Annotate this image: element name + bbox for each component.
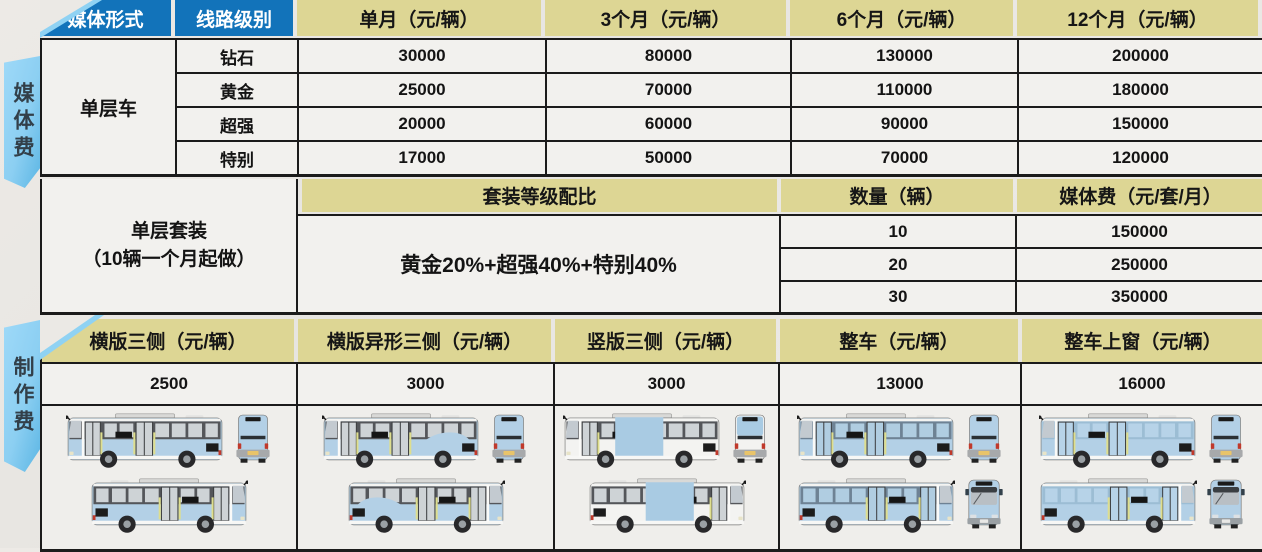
package-fee-cell: 350000 (1017, 280, 1262, 312)
header-1-month: 单月（元/辆） (297, 0, 545, 36)
header-package-fee: 媒体费（元/套/月） (1017, 179, 1262, 212)
production-fee-ribbon: 制作费 (4, 320, 40, 472)
header-quantity: 数量（辆） (781, 179, 1017, 212)
bus-rear-icon (1206, 413, 1246, 471)
bus-illustration-cell-horizontal-3side (42, 404, 298, 549)
package-ratio-value: 黄金20%+超强40%+特别40% (298, 214, 781, 312)
package-label-line2: （10辆一个月起做） (82, 248, 256, 270)
route-level-cell: 特别 (177, 140, 299, 174)
quantity-cell: 10 (781, 214, 1017, 247)
production-price-cell: 2500 (42, 362, 298, 404)
price-cell: 130000 (792, 38, 1019, 72)
price-cell: 30000 (299, 38, 547, 72)
production-section: 横版三侧（元/辆） 横版异形三侧（元/辆） 竖版三侧（元/辆） 整车（元/辆） … (40, 319, 1262, 552)
bus-side-icon (1039, 478, 1197, 536)
media-fee-header-row: 媒体形式 线路级别 单月（元/辆） 3个月（元/辆） 6个月（元/辆） 12个月… (40, 0, 1262, 36)
price-cell: 20000 (299, 106, 547, 140)
price-cell: 60000 (547, 106, 792, 140)
package-fee-cell: 150000 (1017, 214, 1262, 247)
price-cell: 17000 (299, 140, 547, 174)
price-cell: 180000 (1019, 72, 1262, 106)
header-6-month: 6个月（元/辆） (790, 0, 1017, 36)
header-full-bus-windows: 整车上窗（元/辆） (1022, 319, 1262, 362)
price-cell: 80000 (547, 38, 792, 72)
bus-side-icon (797, 478, 955, 536)
rate-card-table: 媒体形式 线路级别 单月（元/辆） 3个月（元/辆） 6个月（元/辆） 12个月… (40, 0, 1262, 552)
bus-side-icon (66, 413, 224, 471)
production-price-cell: 16000 (1022, 362, 1262, 404)
bus-side-icon (563, 413, 721, 471)
price-cell: 120000 (1019, 140, 1262, 174)
bus-rear-icon (964, 413, 1004, 471)
header-route-level: 线路级别 (175, 0, 297, 36)
media-fee-ribbon: 媒体费 (4, 56, 40, 188)
bus-side-icon (347, 478, 505, 536)
price-cell: 150000 (1019, 106, 1262, 140)
price-cell: 70000 (547, 72, 792, 106)
bus-side-icon (797, 413, 955, 471)
bus-rear-icon (233, 413, 273, 471)
package-section: 单层套装 （10辆一个月起做） 套装等级配比 黄金20%+超强40%+特别40%… (40, 179, 1262, 315)
package-label-line1: 单层套装 (130, 220, 207, 242)
route-level-cell: 黄金 (177, 72, 299, 106)
header-full-bus: 整车（元/辆） (780, 319, 1022, 362)
bus-illustration-cell-full-bus-windows (1022, 404, 1262, 549)
header-12-month: 12个月（元/辆） (1017, 0, 1262, 36)
price-cell: 90000 (792, 106, 1019, 140)
production-price-cell: 3000 (298, 362, 555, 404)
quantity-cell: 30 (781, 280, 1017, 312)
production-fee-ribbon-label: 制作费 (11, 355, 34, 437)
price-cell: 110000 (792, 72, 1019, 106)
package-label-cell: 单层套装 （10辆一个月起做） (42, 179, 298, 312)
bus-side-icon (588, 478, 746, 536)
bus-rear-icon (730, 413, 770, 471)
price-cell: 50000 (547, 140, 792, 174)
production-price-cell: 13000 (780, 362, 1022, 404)
header-3-month: 3个月（元/辆） (545, 0, 790, 36)
bus-illustration-cell-shaped-3side (298, 404, 555, 549)
header-vertical-3side: 竖版三侧（元/辆） (555, 319, 780, 362)
bus-side-icon (1039, 413, 1197, 471)
route-level-cell: 超强 (177, 106, 299, 140)
bus-front-icon (1206, 478, 1246, 536)
bus-illustration-cell-vertical-3side (555, 404, 780, 549)
route-level-cell: 钻石 (177, 38, 299, 72)
package-fee-cell: 250000 (1017, 247, 1262, 280)
bus-rear-icon (489, 413, 529, 471)
bus-side-icon (322, 413, 480, 471)
price-cell: 70000 (792, 140, 1019, 174)
bus-side-icon (90, 478, 248, 536)
price-cell: 200000 (1019, 38, 1262, 72)
bus-illustration-cell-full-bus (780, 404, 1022, 549)
header-package-ratio: 套装等级配比 (298, 179, 781, 212)
header-horizontal-shaped-3side: 横版异形三侧（元/辆） (298, 319, 555, 362)
media-fee-body: 单层车 钻石 30000 80000 130000 200000 黄金 2500… (40, 38, 1262, 177)
media-fee-ribbon-label: 媒体费 (11, 81, 34, 163)
quantity-cell: 20 (781, 247, 1017, 280)
price-cell: 25000 (299, 72, 547, 106)
production-price-cell: 3000 (555, 362, 780, 404)
bus-type-cell: 单层车 (42, 38, 177, 174)
bus-front-icon (964, 478, 1004, 536)
